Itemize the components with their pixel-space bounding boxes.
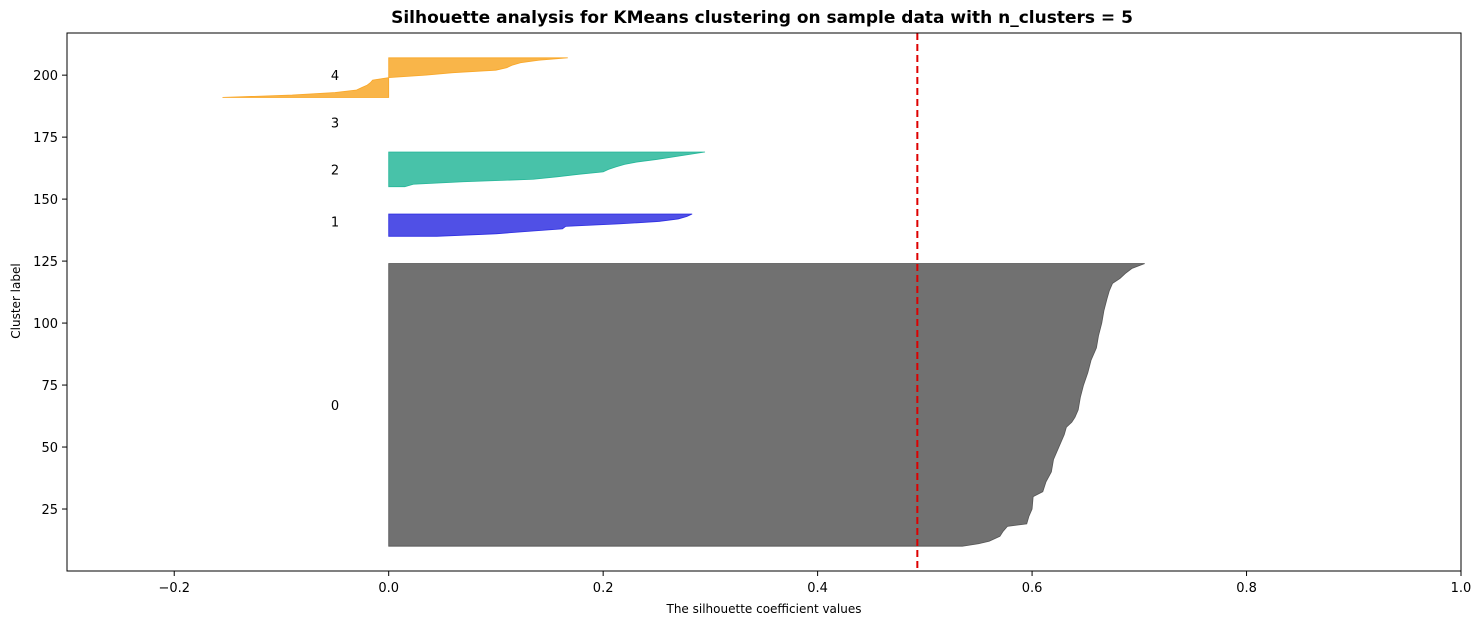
y-axis-label: Cluster label — [9, 263, 23, 338]
x-tick-label: 0.0 — [378, 581, 399, 596]
cluster-label-4: 4 — [331, 69, 339, 84]
cluster-2-silhouette — [388, 151, 706, 188]
cluster-label-2: 2 — [331, 163, 339, 178]
y-tick-label: 150 — [33, 193, 58, 208]
x-tick-label: 0.2 — [593, 581, 614, 596]
y-tick-label: 50 — [41, 441, 58, 456]
cluster-labels: 0 1 2 3 4 — [331, 69, 339, 414]
cluster-0-silhouette — [388, 263, 1145, 547]
x-tick-label: 0.6 — [1022, 581, 1043, 596]
cluster-1-silhouette — [388, 213, 693, 237]
cluster-4-silhouette — [222, 57, 568, 98]
y-tick-label: 125 — [33, 255, 58, 270]
x-tick-label: −0.2 — [158, 581, 190, 596]
y-tick-label: 100 — [33, 317, 58, 332]
plot-area-frame — [66, 32, 1462, 572]
y-tick-label: 200 — [33, 69, 58, 84]
cluster-label-0: 0 — [331, 399, 339, 414]
x-axis-ticks: −0.2 0.0 0.2 0.4 0.6 0.8 1.0 — [158, 571, 1471, 596]
y-tick-label: 175 — [33, 131, 58, 146]
cluster-fills — [222, 57, 1145, 547]
x-axis-label: The silhouette coefficient values — [666, 602, 862, 616]
x-tick-label: 1.0 — [1451, 581, 1472, 596]
x-tick-label: 0.8 — [1236, 581, 1257, 596]
y-axis-ticks: 25 50 75 100 125 150 175 200 — [33, 69, 67, 518]
y-tick-label: 75 — [41, 379, 58, 394]
cluster-label-1: 1 — [331, 215, 339, 230]
cluster-label-3: 3 — [331, 116, 339, 131]
y-tick-label: 25 — [41, 503, 58, 518]
chart-title: Silhouette analysis for KMeans clusterin… — [391, 8, 1133, 28]
x-tick-label: 0.4 — [807, 581, 828, 596]
